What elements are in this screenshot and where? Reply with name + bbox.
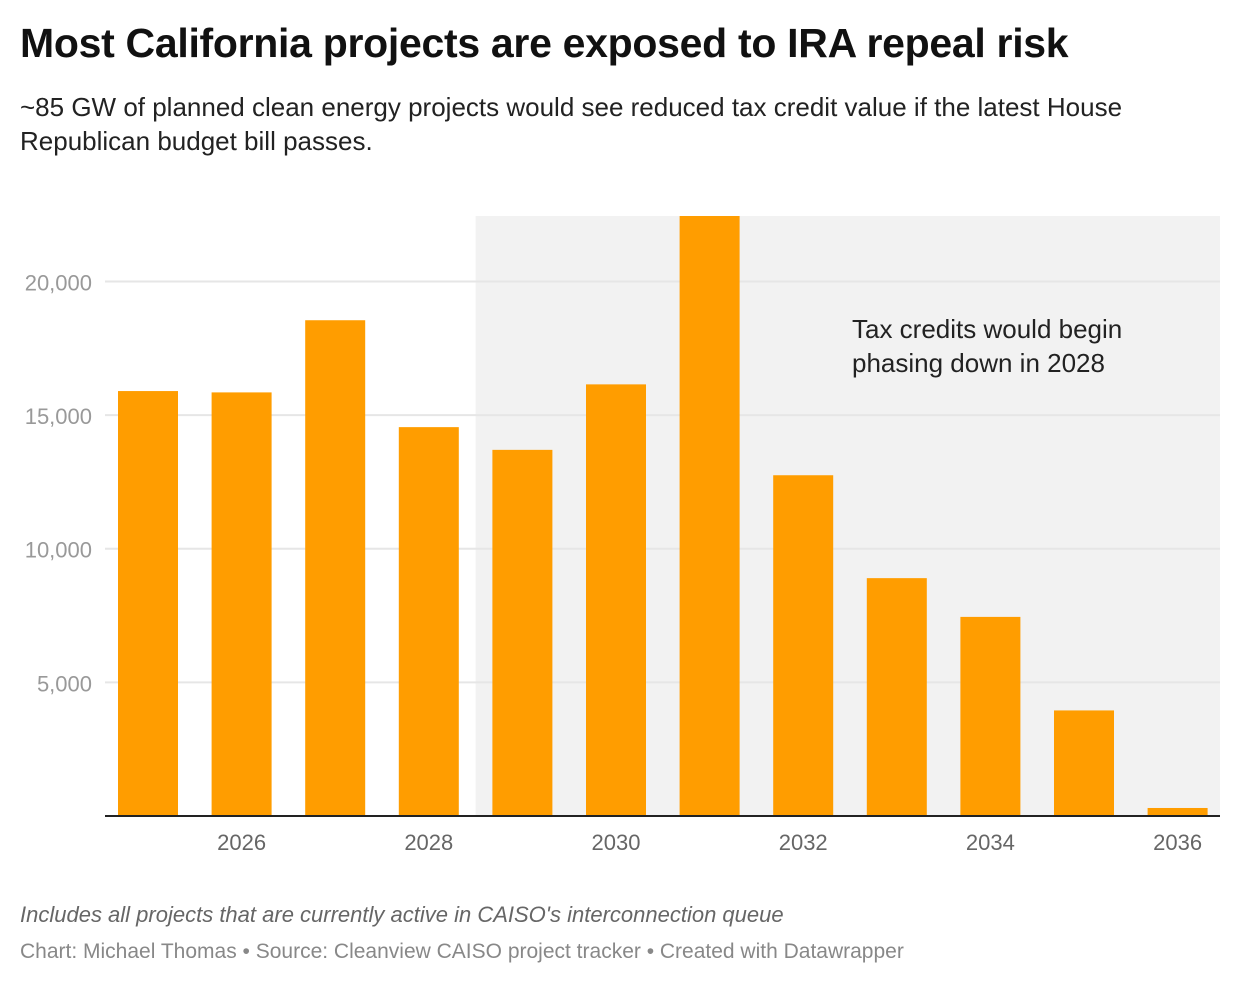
annotation-line-2: phasing down in 2028: [852, 348, 1105, 378]
bar-2031: [679, 216, 740, 816]
bar-2030: [586, 384, 646, 816]
chart-subtitle: ~85 GW of planned clean energy projects …: [20, 92, 1123, 156]
bar-2036: [1147, 807, 1208, 816]
bar-2028: [398, 427, 459, 816]
x-tick-label: 2028: [404, 830, 453, 855]
bar-2025: [118, 391, 178, 816]
bar-2026: [211, 392, 272, 816]
x-tick-label: 2034: [966, 830, 1015, 855]
annotation-line-1: Tax credits would begin: [852, 314, 1122, 344]
y-tick-label: 15,000: [25, 404, 92, 429]
bar-chart: 5,000 10,000 15,000 20,000 2026 2028 2030 2032…: [25, 216, 1221, 855]
y-tick-label: 5,000: [37, 671, 92, 696]
x-tick-label: 2030: [592, 830, 641, 855]
x-tick-label: 2036: [1153, 830, 1202, 855]
chart-title: Most California projects are exposed to …: [20, 20, 1069, 66]
chart-byline: Chart: Michael Thomas • Source: Cleanvie…: [20, 940, 904, 963]
x-tick-label: 2032: [779, 830, 828, 855]
bar-2032: [773, 475, 834, 816]
bar-2033: [866, 578, 927, 816]
bar-2034: [960, 616, 1021, 816]
chart-note: Includes all projects that are currently…: [20, 902, 784, 927]
y-tick-label: 20,000: [25, 270, 92, 295]
y-tick-label: 10,000: [25, 538, 92, 563]
bar-2029: [492, 449, 553, 816]
x-tick-label: 2026: [217, 830, 266, 855]
bar-2027: [305, 320, 366, 816]
bar-2035: [1054, 710, 1114, 816]
